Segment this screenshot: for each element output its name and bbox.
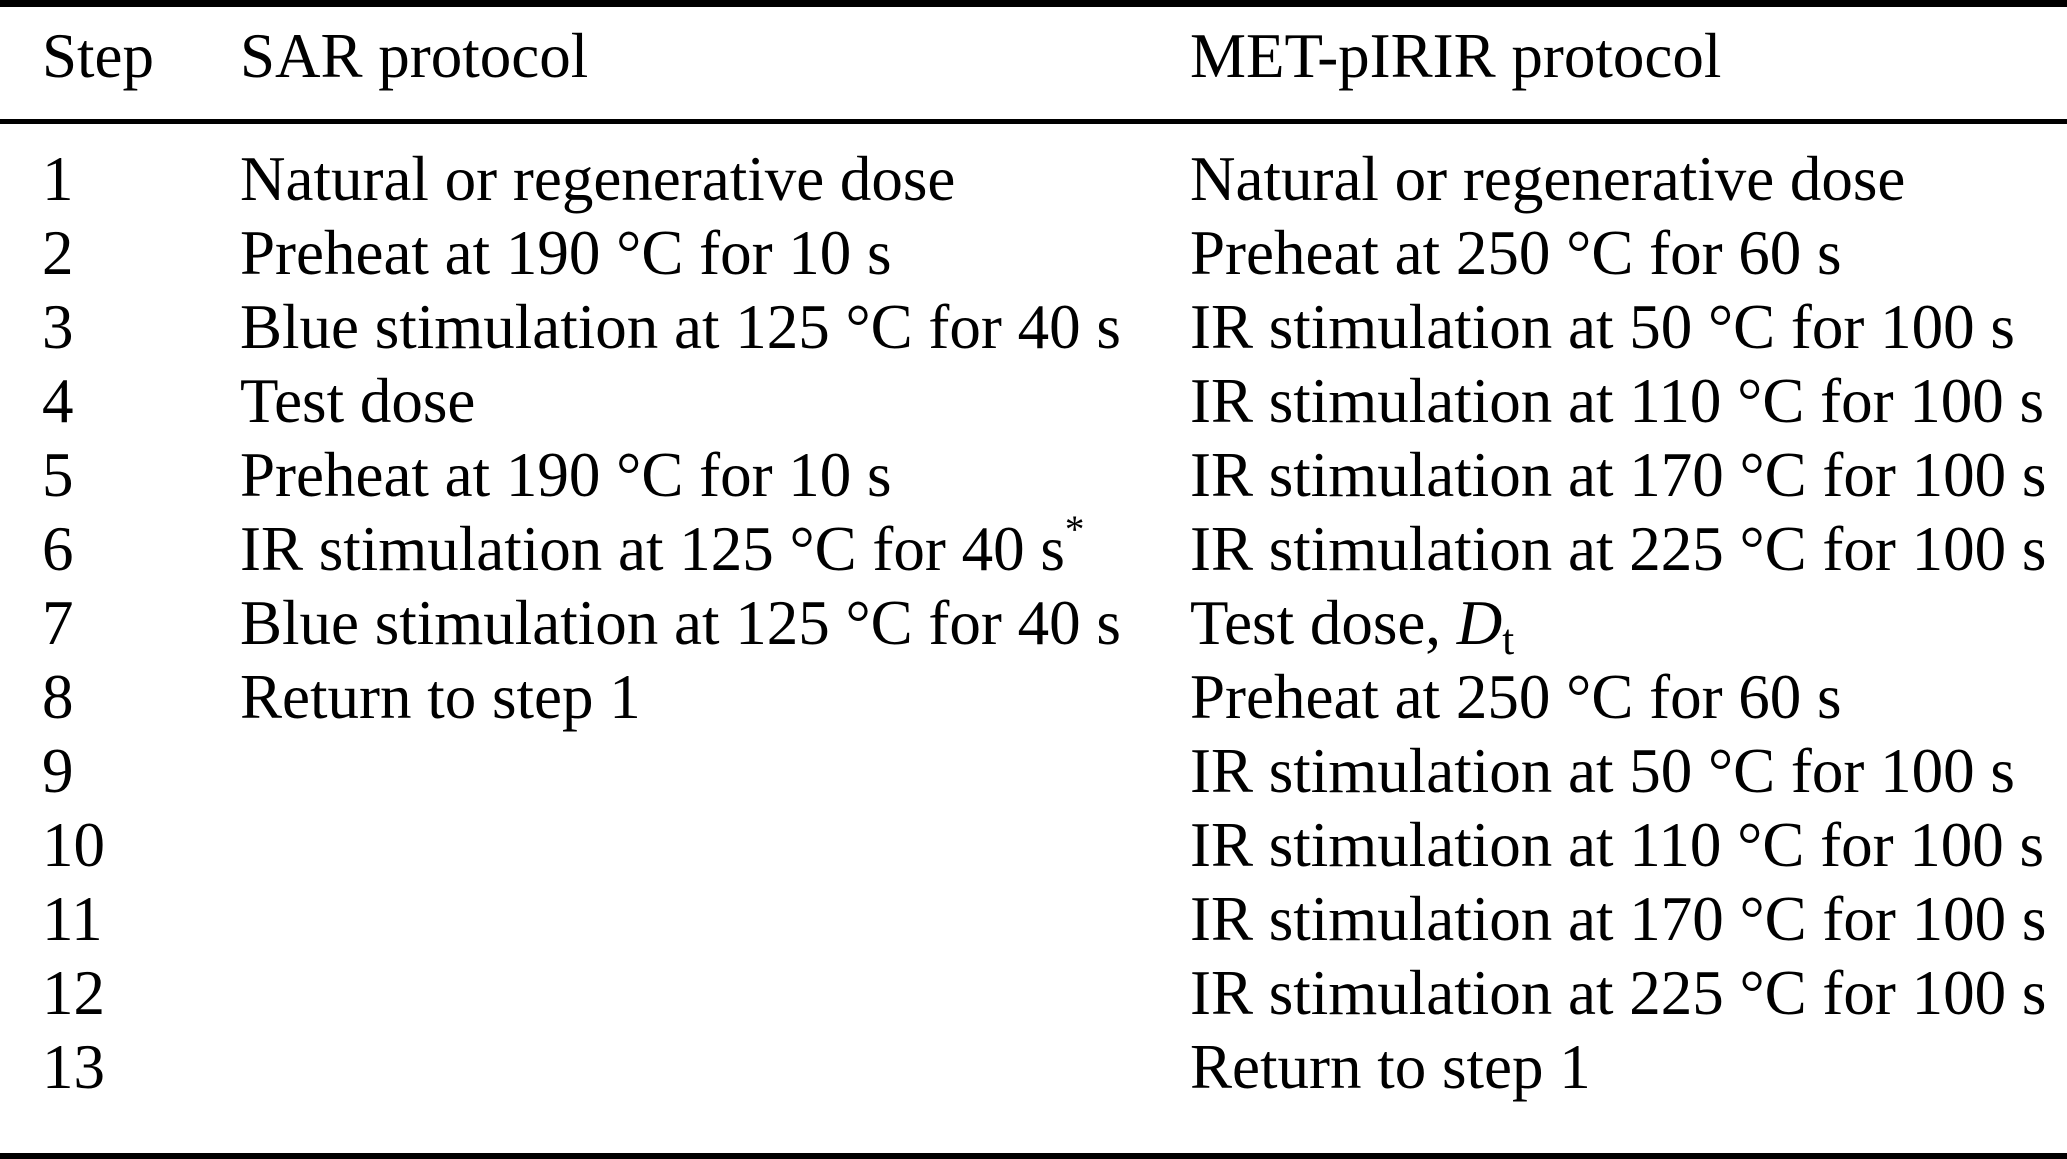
sar-protocol-cell: Test dose [240,366,476,436]
met-pirir-protocol-cell: Preheat at 250 °C for 60 s [1190,218,1842,288]
step-number: 7 [42,588,74,658]
step-number: 11 [42,884,103,954]
table-row: 5 Preheat at 190 °C for 10 s IR stimulatio… [0,438,2067,512]
met-pirir-protocol-cell: IR stimulation at 50 °C for 100 s [1190,736,2015,806]
table-row: 7 Blue stimulation at 125 °C for 40 s Test… [0,586,2067,664]
met-pirir-protocol-cell: Return to step 1 [1190,1032,1591,1102]
step-number: 4 [42,366,74,436]
step-number: 9 [42,736,74,806]
step-number: 6 [42,514,74,584]
step-number: 5 [42,440,74,510]
met-pirir-protocol-cell: IR stimulation at 225 °C for 100 s [1190,514,2047,584]
step-number: 3 [42,292,74,362]
met-pirir-protocol-cell: IR stimulation at 110 °C for 100 s [1190,810,2045,880]
table-row: 13 Return to step 1 [0,1030,2067,1157]
sar-protocol-cell: IR stimulation at 125 °C for 40 s* [240,508,1085,584]
table-body: 1 Natural or regenerative dose Natural or … [0,122,2067,1157]
met-pirir-protocol-cell: IR stimulation at 225 °C for 100 s [1190,958,2047,1028]
sar-protocol-cell [240,734,1190,808]
step-number: 8 [42,662,74,732]
step-number: 2 [42,218,74,288]
table-row: 3 Blue stimulation at 125 °C for 40 s IR s… [0,290,2067,364]
header-row: Step SAR protocol MET-pIRIR protocol [0,3,2067,124]
step-number: 10 [42,810,105,880]
table-header: Step SAR protocol MET-pIRIR protocol [0,3,2067,124]
dose-variable: D [1456,588,1503,658]
table-row: 8 Return to step 1 Preheat at 250 °C for 6… [0,660,2067,734]
table-row: 1 Natural or regenerative dose Natural or … [0,122,2067,217]
met-pirir-protocol-cell: IR stimulation at 170 °C for 100 s [1190,884,2047,954]
met-pirir-protocol-cell: Test dose, Dt [1190,588,1515,664]
sar-protocol-cell: Preheat at 190 °C for 10 s [240,440,892,510]
sar-protocol-cell: Blue stimulation at 125 °C for 40 s [240,292,1121,362]
sar-protocol-cell: Blue stimulation at 125 °C for 40 s [240,588,1121,658]
dose-variable-subscript: t [1502,617,1515,664]
sar-protocol-cell: Return to step 1 [240,662,641,732]
table-row: 9 IR stimulation at 50 °C for 100 s [0,734,2067,808]
sar-protocol-cell [240,1030,1190,1157]
column-header-step: Step [0,3,240,124]
step-number: 12 [42,958,105,1028]
table-row: 4 Test dose IR stimulation at 110 °C for 1… [0,364,2067,438]
sar-protocol-cell [240,808,1190,882]
column-header-sar-protocol: SAR protocol [240,3,1190,124]
met-pirir-protocol-cell: Preheat at 250 °C for 60 s [1190,662,1842,732]
step-number: 1 [42,144,74,214]
table-row: 6 IR stimulation at 125 °C for 40 s* IR st… [0,508,2067,586]
met-pirir-protocol-cell: IR stimulation at 170 °C for 100 s [1190,440,2047,510]
sar-protocol-cell [240,882,1190,956]
table-row: 12 IR stimulation at 225 °C for 100 s [0,956,2067,1030]
met-pirir-protocol-cell: IR stimulation at 110 °C for 100 s [1190,366,2045,436]
met-pirir-protocol-cell: Natural or regenerative dose [1190,144,1906,214]
column-header-met-pirir-protocol: MET-pIRIR protocol [1190,3,2067,124]
table-row: 2 Preheat at 190 °C for 10 s Preheat at 25… [0,216,2067,290]
sar-protocol-cell: Preheat at 190 °C for 10 s [240,218,892,288]
footnote-marker: * [1064,508,1085,551]
table-row: 10 IR stimulation at 110 °C for 100 s [0,808,2067,882]
table-row: 11 IR stimulation at 170 °C for 100 s [0,882,2067,956]
sar-protocol-cell: Natural or regenerative dose [240,144,956,214]
sar-protocol-cell [240,956,1190,1030]
met-pirir-protocol-cell: IR stimulation at 50 °C for 100 s [1190,292,2015,362]
step-number: 13 [42,1032,105,1102]
